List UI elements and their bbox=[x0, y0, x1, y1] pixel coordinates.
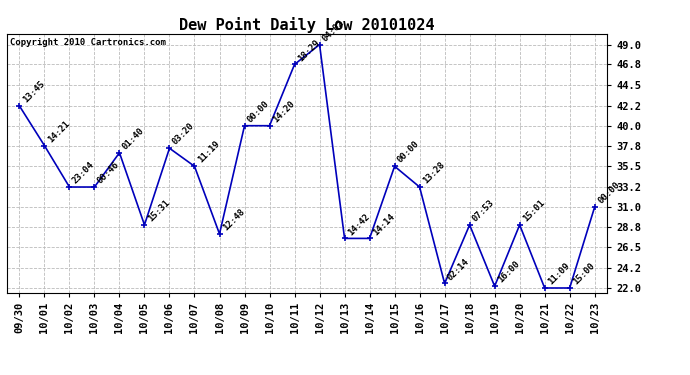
Text: 13:28: 13:28 bbox=[421, 160, 446, 186]
Text: 00:00: 00:00 bbox=[396, 140, 422, 165]
Text: 16:00: 16:00 bbox=[496, 260, 522, 285]
Text: 14:14: 14:14 bbox=[371, 211, 396, 237]
Text: 02:14: 02:14 bbox=[446, 257, 471, 282]
Text: Copyright 2010 Cartronics.com: Copyright 2010 Cartronics.com bbox=[10, 38, 166, 46]
Text: 00:00: 00:00 bbox=[596, 180, 622, 206]
Text: 03:20: 03:20 bbox=[171, 122, 196, 147]
Text: 15:00: 15:00 bbox=[571, 261, 596, 286]
Text: 00:00: 00:00 bbox=[246, 99, 271, 124]
Text: 11:09: 11:09 bbox=[546, 261, 571, 286]
Text: 12:48: 12:48 bbox=[221, 207, 246, 232]
Text: 14:21: 14:21 bbox=[46, 119, 71, 144]
Text: 15:31: 15:31 bbox=[146, 198, 171, 223]
Text: 04:02: 04:02 bbox=[321, 18, 346, 43]
Text: 18:29: 18:29 bbox=[296, 38, 322, 63]
Text: 01:40: 01:40 bbox=[121, 126, 146, 152]
Title: Dew Point Daily Low 20101024: Dew Point Daily Low 20101024 bbox=[179, 16, 435, 33]
Text: 14:42: 14:42 bbox=[346, 211, 371, 237]
Text: 13:45: 13:45 bbox=[21, 79, 46, 105]
Text: 07:53: 07:53 bbox=[471, 198, 496, 223]
Text: 15:01: 15:01 bbox=[521, 198, 546, 223]
Text: 23:04: 23:04 bbox=[71, 160, 96, 186]
Text: 11:19: 11:19 bbox=[196, 140, 221, 165]
Text: 14:20: 14:20 bbox=[271, 99, 296, 124]
Text: 00:46: 00:46 bbox=[96, 160, 121, 186]
